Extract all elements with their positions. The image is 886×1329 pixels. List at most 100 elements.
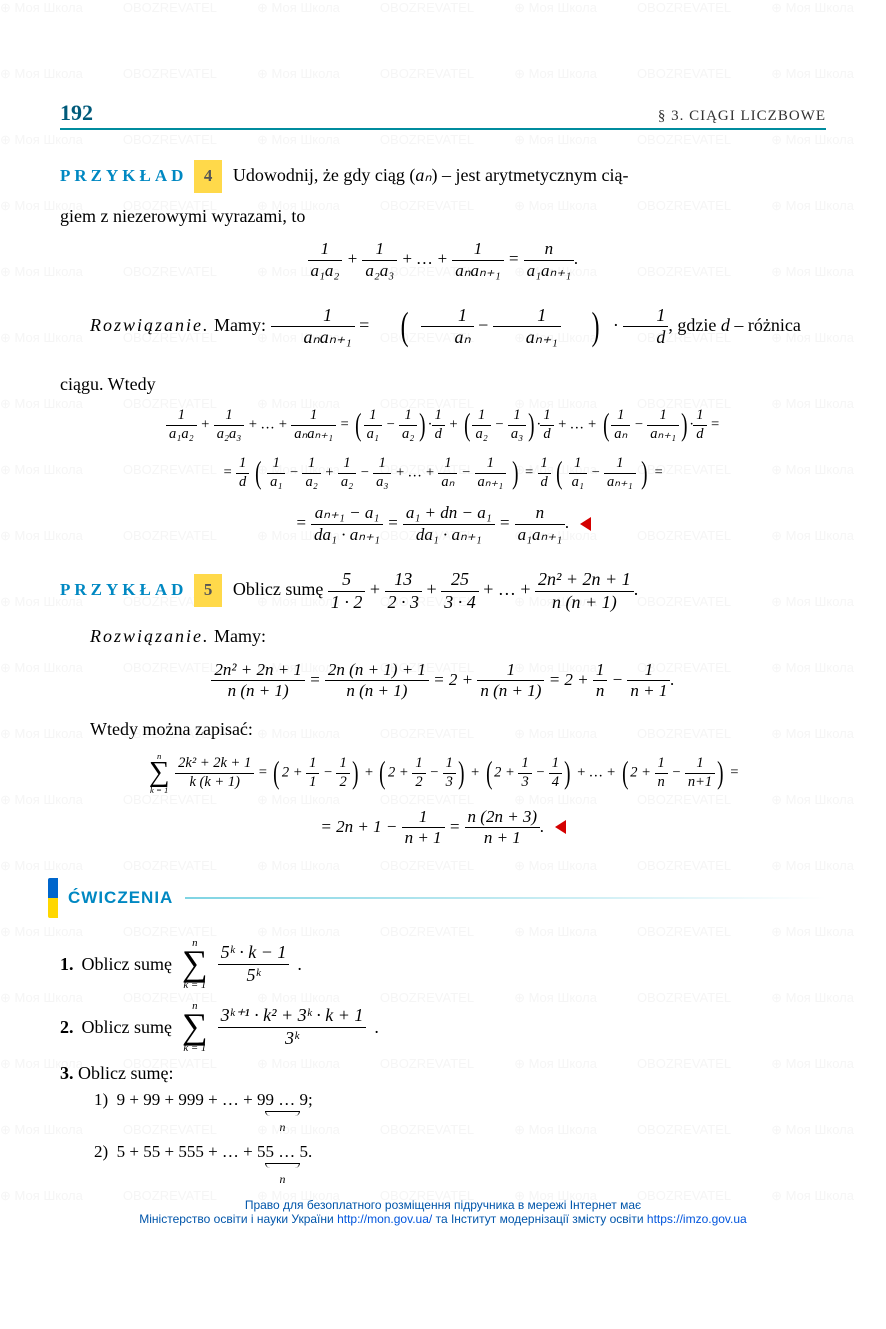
exercise-3: 3. Oblicz sumę: 1) 9 + 99 + 999 + … + 99…: [60, 1063, 826, 1188]
f-n: 2n² + 2n + 1: [211, 660, 305, 681]
ex4-step2: = 1d ( 1a₁ − 1a₂ + 1a₂ − 1a₃ + … + 1aₙ −…: [60, 455, 826, 491]
underbrace: 55 … 5 n: [257, 1142, 308, 1188]
sigma-icon: n ∑ k = 1: [182, 1001, 208, 1054]
example4-intro: PRZYKŁAD 4 Udowodnij, że gdy ciąg (aₙ) –…: [60, 160, 826, 193]
f-d: 2 · 3: [385, 592, 423, 614]
sigma-icon: n ∑ k = 1: [182, 938, 208, 991]
txt: = 2n + 1 −: [320, 816, 401, 835]
f-n: 1: [627, 660, 670, 681]
ex5-decomp: 2n² + 2n + 1n (n + 1) = 2n (n + 1) + 1n …: [60, 660, 826, 702]
flag-icon: [48, 878, 58, 918]
txt: = 2 +: [549, 670, 593, 689]
f-n: 1: [452, 239, 503, 260]
ex4-intro-text2: ) – jest arytmetycznym cią-: [432, 165, 629, 185]
footer-line2b: та Інститут модернізації змісту освіти: [436, 1212, 647, 1226]
f-n: n: [515, 503, 566, 524]
ex3-2-body: 5 + 55 + 555 + … +: [117, 1142, 257, 1161]
footer-line2a: Міністерство освіти і науки України: [139, 1212, 337, 1226]
f-d: k (k + 1): [175, 774, 254, 791]
f-n: aₙ₊₁ − a₁: [311, 503, 383, 524]
ex3-text: Oblicz sumę:: [78, 1063, 173, 1083]
cwiczenia-heading: ĆWICZENIA: [48, 878, 826, 918]
f-n: 1: [402, 807, 445, 828]
sigma-icon: n ∑ k = 1: [149, 752, 170, 794]
ex5-rozw: Rozwiązanie. Mamy:: [60, 621, 826, 652]
przyklad4-number: 4: [194, 160, 223, 193]
f-n: 5: [328, 569, 366, 592]
footer: Право для безоплатного розміщення підруч…: [0, 1198, 886, 1226]
ex4-ciagu-wtedy: ciągu. Wtedy: [60, 369, 826, 400]
heading-rule: [185, 897, 826, 899]
ex1-text: Oblicz sumę: [82, 954, 172, 975]
example5-intro: PRZYKŁAD 5 Oblicz sumę 51 · 2 + 132 · 3 …: [60, 569, 826, 613]
f-n: 1: [623, 305, 668, 328]
footer-link1[interactable]: http://mon.gov.ua/: [337, 1212, 432, 1226]
f-n: 25: [441, 569, 479, 592]
footer-link2[interactable]: https://imzo.gov.ua: [647, 1212, 747, 1226]
ex2-text: Oblicz sumę: [82, 1017, 172, 1038]
rozw5-mamy: Mamy:: [210, 626, 267, 646]
ex5-final: = 2n + 1 − 1n + 1 = n (2n + 3)n + 1.: [60, 807, 826, 849]
przyklad5-number: 5: [194, 574, 223, 607]
f-n: 2n² + 2n + 1: [535, 569, 634, 592]
d-sym: d: [721, 315, 730, 335]
f-d: n (n + 1): [535, 592, 634, 614]
f-n: 3ᵏ⁺¹ · k² + 3ᵏ · k + 1: [218, 1005, 367, 1028]
exercise-1: 1. Oblicz sumę n ∑ k = 1 5ᵏ · k − 15ᵏ.: [60, 938, 826, 991]
f-n: 1: [271, 305, 355, 328]
f-d: a₂a₃: [362, 261, 397, 281]
end-marker-icon: [580, 517, 591, 531]
f-d: 3ᵏ: [218, 1028, 367, 1050]
f-n: n (2n + 3): [465, 807, 541, 828]
f-d: n + 1: [465, 828, 541, 848]
ub-label: n: [280, 1172, 286, 1186]
f-d: 5ᵏ: [218, 965, 290, 987]
end: ;: [308, 1090, 313, 1109]
f-n: a₁ + dn − a₁: [403, 503, 495, 524]
f-n: 2n (n + 1) + 1: [325, 660, 429, 681]
page-header: 192 § 3. CIĄGI LICZBOWE: [60, 100, 826, 130]
ex5-wtedy: Wtedy można zapisać:: [60, 714, 826, 745]
rozw-label: Rozwiązanie.: [90, 315, 210, 335]
cwiczenia-label: ĆWICZENIA: [68, 888, 173, 908]
f-d: a₁a₂: [308, 261, 343, 281]
f-d: n (n + 1): [477, 681, 544, 701]
gdzie: , gdzie: [668, 315, 720, 335]
ex5-sum-expand: n ∑ k = 1 2k² + 2k + 1k (k + 1) = (2 + 1…: [60, 752, 826, 794]
ex4-seq: aₙ: [415, 165, 431, 185]
f-d: da₁ · aₙ₊₁: [403, 525, 495, 545]
f-d: aₙaₙ₊₁: [271, 327, 355, 349]
roznica: – różnica: [730, 315, 801, 335]
f-d: n: [593, 681, 608, 701]
ex4-intro-line2: giem z niezerowymi wyrazami, to: [60, 201, 826, 232]
ex3-2-label: 2): [94, 1142, 108, 1161]
end: .: [308, 1142, 312, 1161]
sum-lower: k = 1: [182, 1043, 208, 1054]
ex4-rozw-line: Rozwiązanie. Mamy: 1aₙaₙ₊₁ = ( 1aₙ − 1aₙ…: [60, 293, 826, 360]
page-content: 192 § 3. CIĄGI LICZBOWE PRZYKŁAD 4 Udowo…: [60, 100, 826, 1188]
f-d: n (n + 1): [211, 681, 305, 701]
ub-top: 99 … 9: [257, 1090, 308, 1109]
exercise-2: 2. Oblicz sumę n ∑ k = 1 3ᵏ⁺¹ · k² + 3ᵏ …: [60, 1001, 826, 1054]
ex2-num: 2.: [60, 1017, 74, 1038]
f-d: aₙ: [421, 327, 473, 349]
ub-top: 55 … 5: [257, 1142, 308, 1161]
ex1-num: 1.: [60, 954, 74, 975]
f-n: n: [524, 239, 575, 260]
ub-label: n: [280, 1120, 286, 1134]
sum-lower: k = 1: [149, 786, 170, 795]
f-n: 1: [362, 239, 397, 260]
f-d: a₁aₙ₊₁: [524, 261, 575, 281]
przyklad5-label: PRZYKŁAD: [60, 580, 187, 599]
f-n: 1: [477, 660, 544, 681]
rozw-mamy: Mamy:: [214, 315, 271, 335]
ex3-num: 3.: [60, 1063, 74, 1083]
f-n: 13: [385, 569, 423, 592]
f-d: a₁aₙ₊₁: [515, 525, 566, 545]
footer-line1: Право для безоплатного розміщення підруч…: [245, 1198, 641, 1212]
ex4-intro-text1: Udowodnij, że gdy ciąg (: [233, 165, 415, 185]
ex4-main-equation: 1a₁a₂ + 1a₂a₃ + … + 1aₙaₙ₊₁ = na₁aₙ₊₁.: [60, 239, 826, 281]
f-n: 1: [493, 305, 561, 328]
ex4-final: = aₙ₊₁ − a₁da₁ · aₙ₊₁ = a₁ + dn − a₁da₁ …: [60, 503, 826, 545]
f-d: d: [623, 327, 668, 349]
